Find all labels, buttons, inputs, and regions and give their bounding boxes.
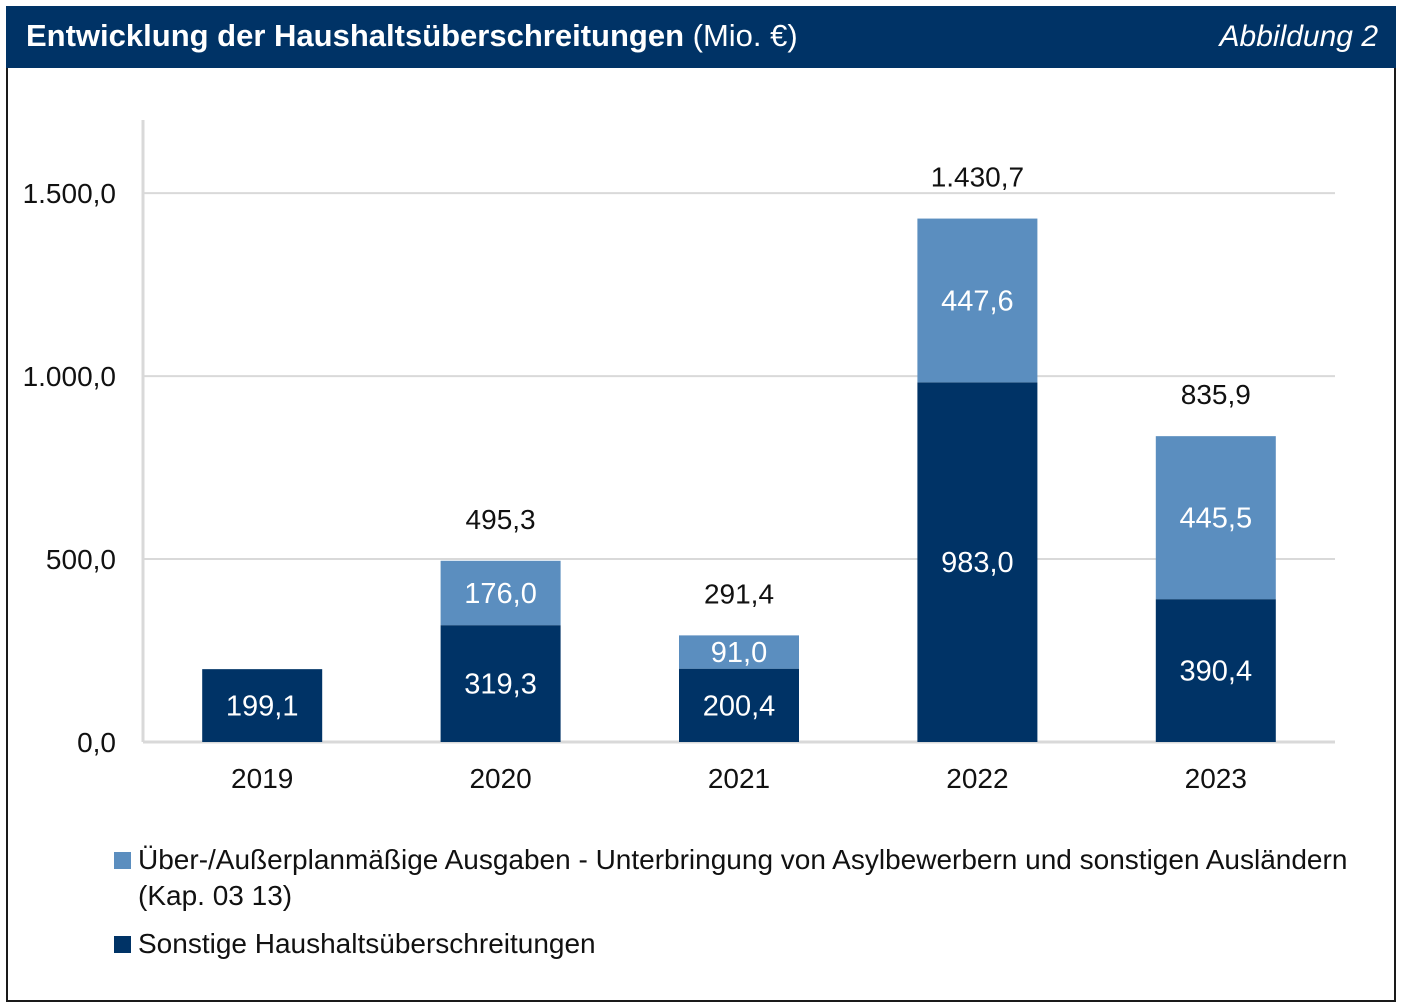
chart-title: Entwicklung der Haushaltsüberschreitunge…: [26, 18, 798, 54]
legend-swatch-asyl: [114, 852, 131, 869]
x-tick-label-2022: 2022: [946, 763, 1008, 794]
total-label-2023: 835,9: [1181, 379, 1251, 410]
bar-asyl-2022: [917, 218, 1038, 383]
chart-title-text: Entwicklung der Haushaltsüberschreitunge…: [26, 18, 685, 53]
y-tick-label: 500,0: [46, 544, 116, 575]
data-label-sonstige-2021: 200,4: [703, 690, 776, 722]
y-tick-label: 1.000,0: [23, 361, 116, 392]
bar-sonstige-2020: [440, 625, 561, 742]
data-label-asyl-2021: 91,0: [711, 637, 767, 669]
data-label-sonstige-2020: 319,3: [464, 669, 537, 701]
bar-asyl-2023: [1155, 436, 1276, 600]
bar-sonstige-2023: [1155, 599, 1276, 742]
legend-item-asyl: Über-/Außerplanmäßige Ausgaben - Unterbr…: [114, 842, 1374, 914]
legend-label-asyl: Über-/Außerplanmäßige Ausgaben - Unterbr…: [138, 844, 1348, 911]
figure-label: Abbildung 2: [1219, 20, 1378, 53]
y-tick-label: 1.500,0: [23, 178, 116, 209]
data-label-sonstige-2019: 199,1: [226, 691, 299, 723]
y-tick-label: 0,0: [77, 727, 116, 758]
bar-asyl-2020: [440, 560, 561, 626]
x-tick-label-2021: 2021: [708, 763, 770, 794]
legend-label-sonstige: Sonstige Haushaltsüberschreitungen: [138, 928, 596, 959]
legend-item-sonstige: Sonstige Haushaltsüberschreitungen: [114, 926, 1374, 962]
total-label-2022: 1.430,7: [931, 162, 1024, 193]
data-label-asyl-2020: 176,0: [464, 578, 537, 610]
x-tick-label-2023: 2023: [1185, 763, 1247, 794]
data-label-sonstige-2022: 983,0: [941, 547, 1014, 579]
bar-sonstige-2021: [679, 668, 799, 742]
title-bar: Entwicklung der Haushaltsüberschreitunge…: [6, 6, 1396, 68]
legend-swatch-sonstige: [114, 936, 131, 953]
x-tick-label-2019: 2019: [231, 763, 293, 794]
bar-sonstige-2022: [917, 382, 1038, 742]
bar-asyl-2021: [679, 635, 799, 669]
bar-sonstige-2019: [202, 669, 323, 742]
x-tick-label-2020: 2020: [469, 763, 531, 794]
data-label-sonstige-2023: 390,4: [1180, 656, 1253, 688]
total-label-2021: 291,4: [704, 578, 774, 609]
chart-title-unit: (Mio. €): [692, 18, 798, 53]
legend: Über-/Außerplanmäßige Ausgaben - Unterbr…: [114, 842, 1374, 974]
total-label-2020: 495,3: [466, 504, 536, 535]
data-label-asyl-2022: 447,6: [941, 285, 1014, 317]
data-label-asyl-2023: 445,5: [1180, 503, 1253, 535]
